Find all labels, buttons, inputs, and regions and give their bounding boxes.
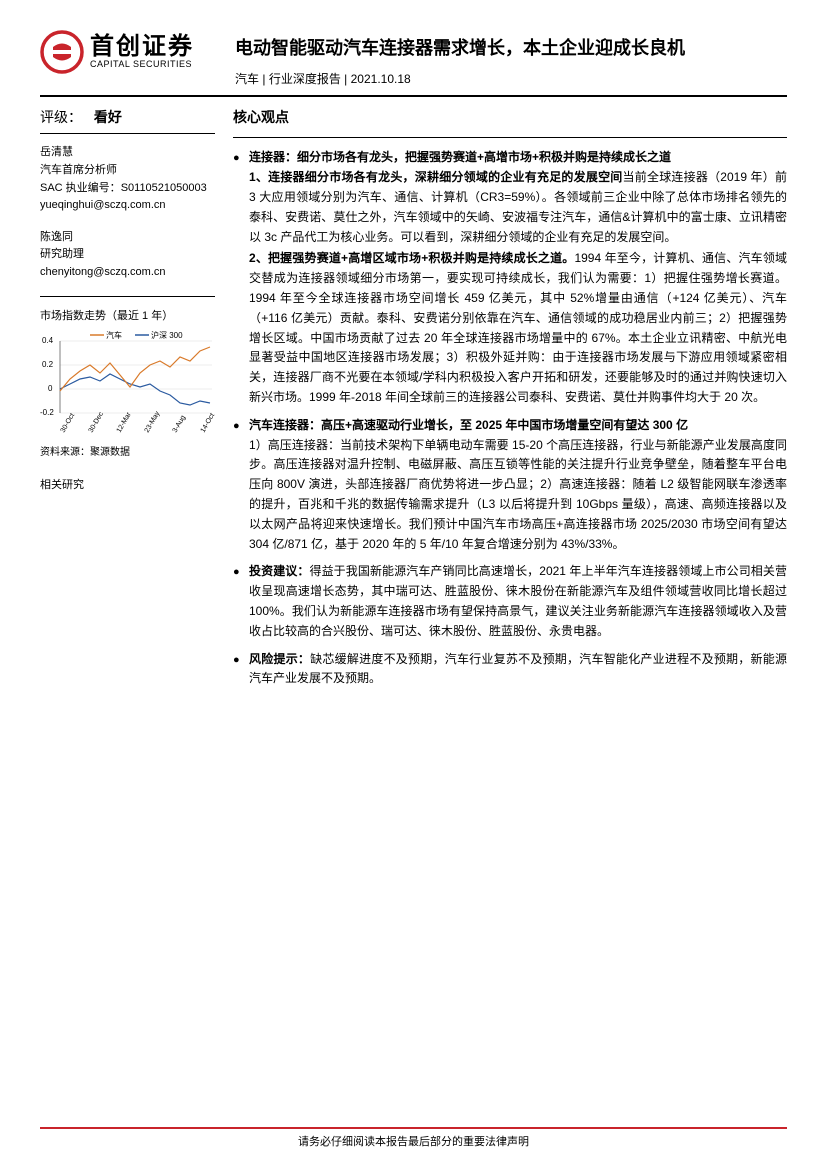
svg-text:-0.2: -0.2 — [40, 408, 54, 417]
analyst-email: chenyitong@sczq.com.cn — [40, 264, 215, 282]
analyst-role: 研究助理 — [40, 246, 215, 264]
bullet-para: 1）高压连接器：当前技术架构下单辆电动车需要 15-20 个高压连接器，行业与新… — [249, 436, 787, 555]
bullet-item: ●连接器：细分市场各有龙头，把握强势赛道+高增市场+积极并购是持续成长之道1、连… — [233, 148, 787, 409]
bullet-body: 投资建议：得益于我国新能源汽车产销同比高速增长，2021 年上半年汽车连接器领域… — [249, 562, 787, 643]
meta-category: 汽车 — [235, 72, 259, 86]
svg-text:30-Dec: 30-Dec — [88, 410, 106, 433]
bullet-body: 连接器：细分市场各有龙头，把握强势赛道+高增市场+积极并购是持续成长之道1、连接… — [249, 148, 787, 409]
svg-text:12-Mar: 12-Mar — [116, 410, 133, 433]
bullet-body: 汽车连接器：高压+高速驱动行业增长，至 2025 年中国市场增量空间有望达 30… — [249, 416, 787, 557]
svg-text:0.2: 0.2 — [42, 360, 54, 369]
bullet-mark: ● — [233, 416, 249, 557]
meta-date: 2021.10.18 — [351, 72, 411, 86]
bullet-item: ●汽车连接器：高压+高速驱动行业增长，至 2025 年中国市场增量空间有望达 3… — [233, 416, 787, 557]
bullet-body: 风险提示：缺芯缓解进度不及预期，汽车行业复苏不及预期，汽车智能化产业进程不及预期… — [249, 650, 787, 692]
bullet-para: 2、把握强势赛道+高增区域市场+积极并购是持续成长之道。1994 年至今，计算机… — [249, 249, 787, 407]
footer-text: 请务必仔细阅读本报告最后部分的重要法律声明 — [40, 1133, 787, 1149]
related-research-label: 相关研究 — [40, 476, 215, 492]
rating-label: 评级： — [40, 109, 82, 125]
company-logo: 首创证券 CAPITAL SECURITIES — [40, 30, 215, 74]
rating: 评级： 看好 — [40, 107, 215, 127]
report-title: 电动智能驱动汽车连接器需求增长，本土企业迎成长良机 — [235, 32, 787, 64]
analyst-role: 汽车首席分析师 — [40, 162, 215, 180]
chart-label: 市场指数走势（最近 1 年） — [40, 307, 215, 323]
rating-value: 看好 — [94, 109, 122, 125]
report-meta: 汽车 | 行业深度报告 | 2021.10.18 — [235, 70, 787, 87]
bullet-mark: ● — [233, 148, 249, 409]
svg-text:30-Oct: 30-Oct — [60, 412, 77, 434]
analyst-2: 陈逸同 研究助理 chenyitong@sczq.com.cn — [40, 229, 215, 282]
bullet-para: 1、连接器细分市场各有龙头，深耕细分领域的企业有充足的发展空间当前全球连接器（2… — [249, 168, 787, 247]
svg-text:0.4: 0.4 — [42, 336, 54, 345]
bullet-mark: ● — [233, 562, 249, 643]
chart-source: 资料来源：聚源数据 — [40, 443, 215, 458]
sidebar-divider — [40, 296, 215, 297]
bullet-mark: ● — [233, 650, 249, 692]
svg-text:14-Oct: 14-Oct — [200, 412, 215, 434]
sidebar-divider — [40, 133, 215, 134]
bullet-item: ●投资建议：得益于我国新能源汽车产销同比高速增长，2021 年上半年汽车连接器领… — [233, 562, 787, 643]
analyst-email: yueqinghui@sczq.com.cn — [40, 197, 215, 215]
footer-divider — [40, 1127, 787, 1129]
bullet-title: 连接器：细分市场各有龙头，把握强势赛道+高增市场+积极并购是持续成长之道 — [249, 148, 787, 168]
svg-text:23-May: 23-May — [144, 409, 162, 433]
market-chart: 0.4 0.2 0 -0.2 汽车 沪深 300 — [40, 329, 215, 439]
svg-text:沪深 300: 沪深 300 — [151, 330, 183, 340]
analyst-1: 岳清慧 汽车首席分析师 SAC 执业编号：S0110521050003 yueq… — [40, 144, 215, 214]
analyst-sac: SAC 执业编号：S0110521050003 — [40, 180, 215, 198]
meta-type: 行业深度报告 — [269, 72, 341, 86]
svg-text:3-Aug: 3-Aug — [172, 414, 187, 434]
logo-text-en: CAPITAL SECURITIES — [90, 60, 194, 70]
report-header: 首创证券 CAPITAL SECURITIES 电动智能驱动汽车连接器需求增长，… — [40, 30, 787, 87]
bullet-list: ●连接器：细分市场各有龙头，把握强势赛道+高增市场+积极并购是持续成长之道1、连… — [233, 148, 787, 691]
main-content: 核心观点 ●连接器：细分市场各有龙头，把握强势赛道+高增市场+积极并购是持续成长… — [233, 107, 787, 697]
header-divider — [40, 95, 787, 97]
footer: 请务必仔细阅读本报告最后部分的重要法律声明 — [40, 1127, 787, 1149]
analyst-name: 岳清慧 — [40, 144, 215, 162]
sidebar: 评级： 看好 岳清慧 汽车首席分析师 SAC 执业编号：S01105210500… — [40, 107, 215, 697]
analyst-name: 陈逸同 — [40, 229, 215, 247]
main-divider — [233, 137, 787, 138]
logo-icon — [40, 30, 84, 74]
core-views-heading: 核心观点 — [233, 107, 787, 127]
bullet-title: 汽车连接器：高压+高速驱动行业增长，至 2025 年中国市场增量空间有望达 30… — [249, 416, 787, 436]
bullet-item: ●风险提示：缺芯缓解进度不及预期，汽车行业复苏不及预期，汽车智能化产业进程不及预… — [233, 650, 787, 692]
svg-text:汽车: 汽车 — [106, 330, 122, 340]
logo-text-cn: 首创证券 — [90, 34, 194, 60]
svg-text:0: 0 — [48, 384, 53, 393]
